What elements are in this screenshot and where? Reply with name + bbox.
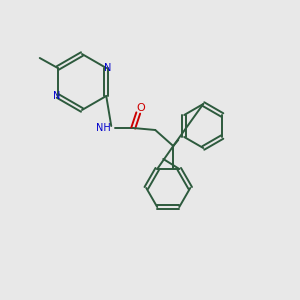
Text: NH: NH [96,123,111,133]
Text: N: N [103,63,111,73]
Text: O: O [137,103,146,113]
Text: N: N [53,91,60,101]
